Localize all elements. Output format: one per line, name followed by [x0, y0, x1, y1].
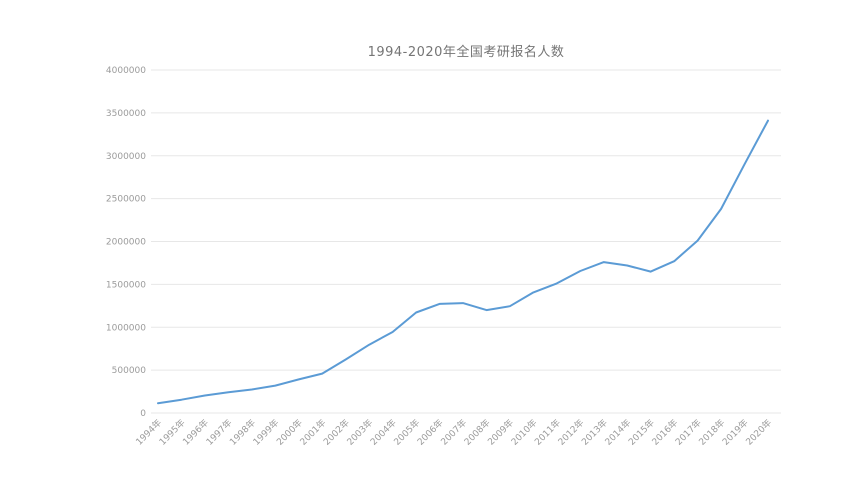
y-axis-tick-label: 4000000 — [106, 66, 146, 76]
y-axis-tick-label: 500000 — [112, 366, 147, 376]
y-axis-tick-label: 0 — [140, 409, 146, 419]
y-axis-tick-label: 2500000 — [106, 195, 146, 205]
y-axis-tick-label: 1500000 — [106, 280, 146, 290]
data-line-series — [157, 119, 769, 405]
y-axis-tick-label: 3000000 — [106, 152, 146, 162]
x-axis-tick-label: 2020年 — [743, 417, 774, 448]
y-axis-tick-label: 3500000 — [106, 109, 146, 119]
y-axis-tick-label: 2000000 — [106, 238, 146, 248]
y-axis-tick-label: 1000000 — [106, 323, 146, 333]
chart-title: 1994-2020年全国考研报名人数 — [367, 45, 565, 60]
